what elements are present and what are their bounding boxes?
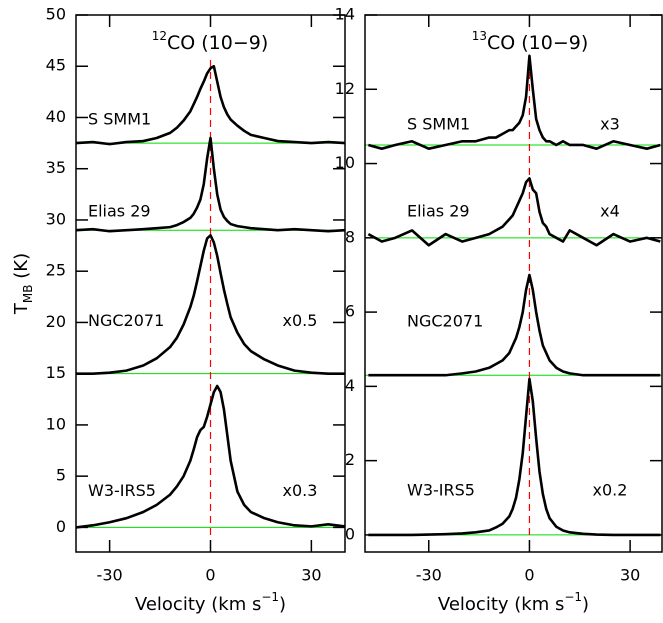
x-label-text: Velocity (km s [135,594,261,615]
spectrum-line [367,177,661,247]
source-label: NGC2071 [88,311,164,330]
y-tick-label: 35 [46,158,66,177]
scale-label: x0.3 [283,481,318,500]
panel: S SMM1 x3 Elias 29 x4 NGC2071 W3-IRS5 x0.2 0 2 4 6… [335,5,663,616]
y-tick-label: 30 [46,209,66,228]
spectrum-line [75,64,346,146]
scale-label: x3 [600,114,620,133]
scale-label: x0.2 [593,480,628,499]
title-superscript: 12 [152,29,167,43]
spectrum-line [76,234,345,375]
scale-label: x4 [600,201,620,220]
x-label-superscript: −1 [261,590,279,604]
x-tick-label: -30 [416,566,442,585]
title-superscript: 13 [472,29,487,43]
y-tick-label: 10 [335,153,355,172]
x-label-superscript: −1 [564,590,582,604]
x-axis-label: Velocity (km s−1) [438,590,589,616]
y-label-unit: (K) [11,253,32,285]
spectrum-line [75,384,346,529]
y-tick-label: 40 [46,107,66,126]
x-axis-label: Velocity (km s−1) [135,590,286,616]
y-tick-label: 10 [46,414,66,433]
x-label-text: Velocity (km s [438,594,564,615]
y-tick-label: 50 [46,5,66,24]
x-tick-label: 0 [524,566,534,585]
spectrum-line [368,54,661,150]
y-tick-label: 15 [46,363,66,382]
y-tick-label: 0 [345,524,355,543]
title-text: CO (10−9) [167,32,268,54]
scale-label: x0.5 [283,311,318,330]
y-tick-label: 25 [46,261,66,280]
y-label-text: T [11,302,32,315]
y-tick-label: 14 [335,5,355,24]
source-label: NGC2071 [407,312,483,331]
spectrum-line [368,273,661,377]
x-label-end: ) [279,594,286,615]
panel: S SMM1 Elias 29 NGC2071 x0.5 W3-IRS5 x0.3 0 5 10… [11,5,346,616]
x-tick-label: 30 [620,566,640,585]
y-tick-label: 5 [56,466,66,485]
y-tick-label: 4 [345,376,355,395]
source-label: S SMM1 [88,110,151,129]
x-label-end: ) [582,594,589,615]
panel-title: 12CO (10−9) [152,29,269,54]
x-tick-label: -30 [97,566,123,585]
y-label-subscript: MB [21,284,35,303]
source-label: W3-IRS5 [407,480,475,499]
y-tick-label: 2 [345,450,355,469]
x-tick-label: 30 [301,566,321,585]
axes-frame [364,14,663,553]
y-tick-label: 20 [46,312,66,331]
source-label: W3-IRS5 [88,481,156,500]
y-tick-label: 8 [345,227,355,246]
spectrum-line [368,377,661,537]
y-tick-label: 6 [345,302,355,321]
source-label: Elias 29 [88,202,151,221]
y-tick-label: 0 [56,517,66,536]
y-axis-label: TMB (K) [11,253,35,315]
y-tick-label: 45 [46,56,66,75]
source-label: S SMM1 [407,114,470,133]
y-tick-label: 12 [335,79,355,98]
spectrum-line [75,136,346,233]
title-text: CO (10−9) [487,32,588,54]
source-label: Elias 29 [407,201,470,220]
x-tick-label: 0 [205,566,215,585]
panel-title: 13CO (10−9) [472,29,589,54]
